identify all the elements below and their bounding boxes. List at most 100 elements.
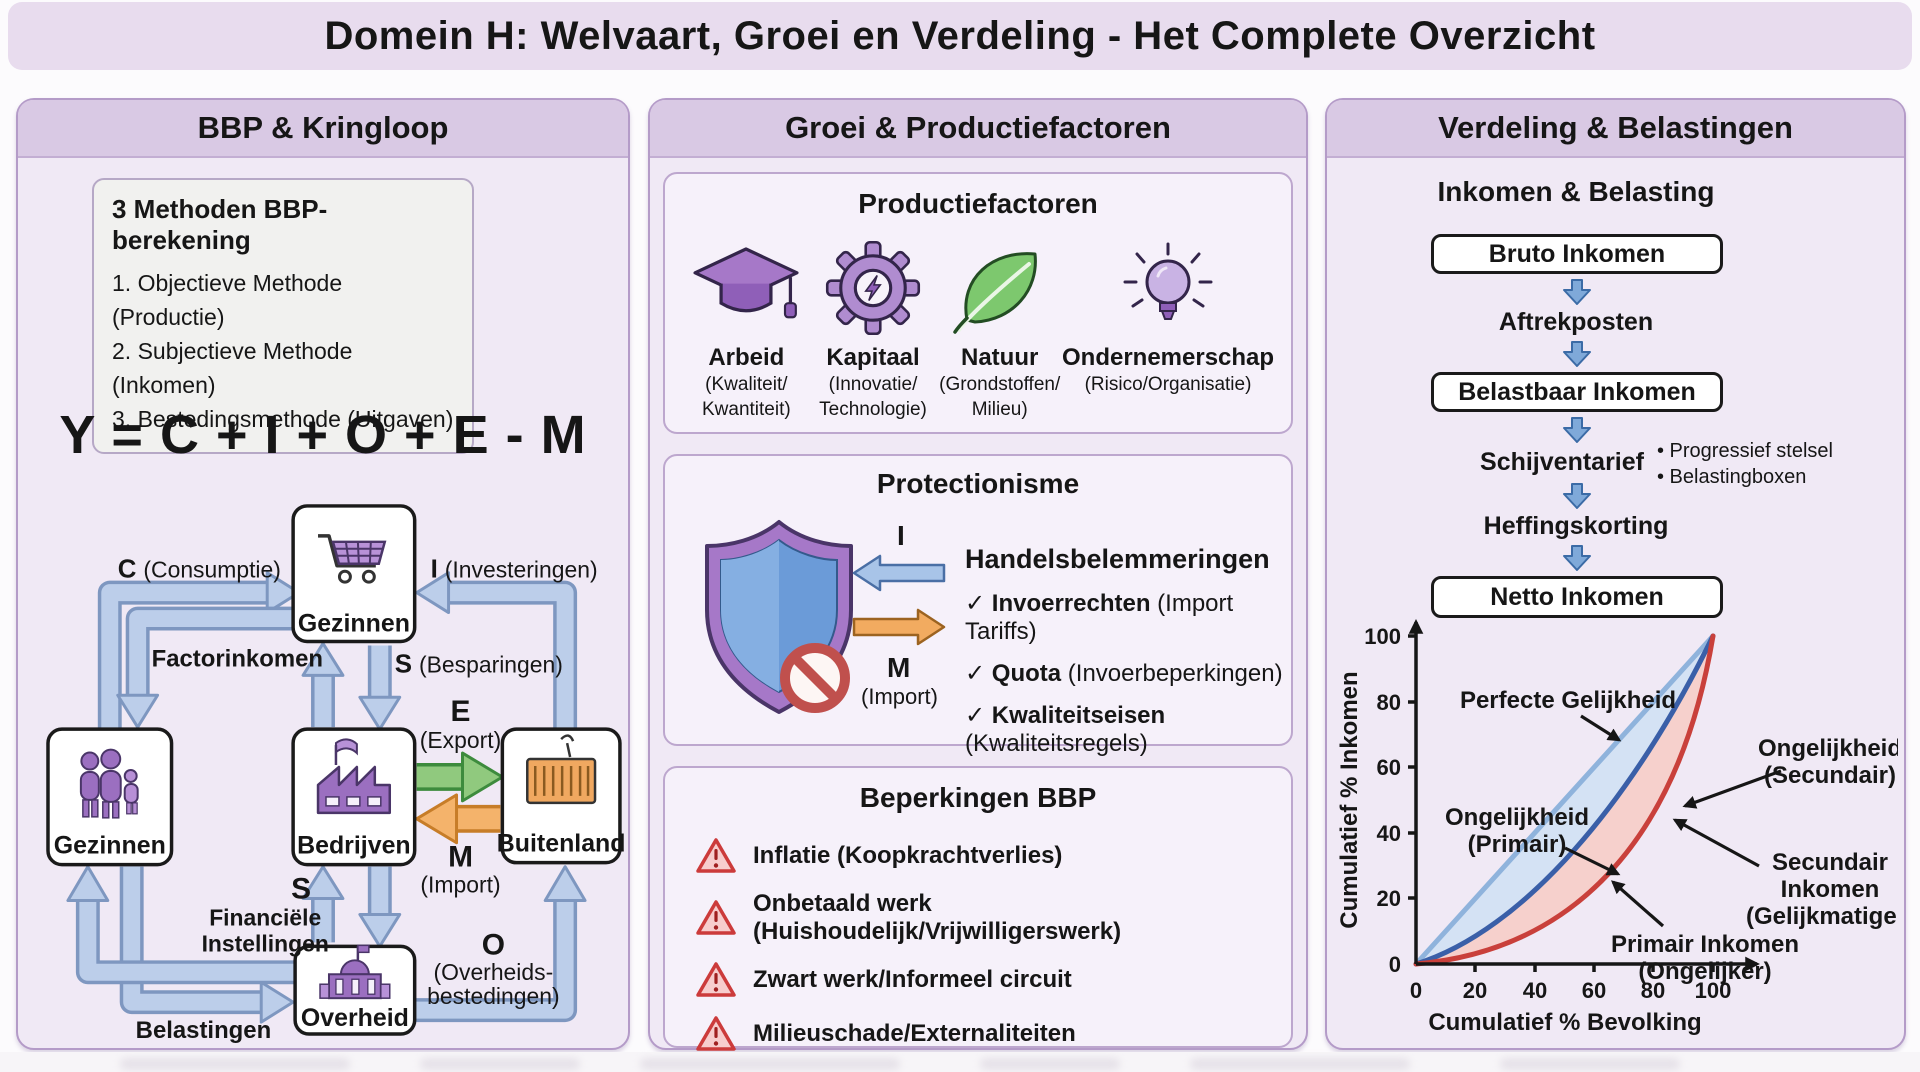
blocked-import-arrow-icon (852, 554, 946, 592)
annotation-secondary-income: Secundair Inkomen (Gelijkmatiger) (1746, 849, 1898, 930)
bullet-item: • Belastingboxen (1657, 466, 1807, 488)
circular-flow-diagram: Gezinnen Gezinnen Bedrijven Buitenland O… (46, 504, 626, 1044)
y-tick-labels: 0 20 40 60 80 100 (1364, 624, 1401, 977)
gross-income-box: Bruto Inkomen (1431, 234, 1723, 274)
svg-text:100: 100 (1364, 624, 1401, 649)
equality-line (1413, 633, 1716, 967)
warning-icon (696, 1016, 736, 1051)
limitation-item: Milieuschade/Externaliteiten (695, 1014, 1277, 1054)
import-label: (Import) (861, 684, 938, 709)
gdp-limitations-list: Inflatie (Koopkrachtverlies) Onbetaald w… (695, 836, 1277, 1068)
gdp-formula: Y = C + I + O + E - M (59, 405, 587, 465)
svg-text:80: 80 (1641, 978, 1665, 1003)
annotation-perfect-equality: Perfecte Gelijkheid (1460, 687, 1676, 714)
svg-text:60: 60 (1582, 978, 1606, 1003)
flow-label-financial-1: Financiële (209, 904, 321, 930)
lightbulb-icon (1123, 242, 1213, 320)
panel-bbp-title: BBP & Kringloop (197, 110, 449, 145)
tax-credit-label: Heffingskorting (1483, 512, 1669, 540)
production-factors-title: Productiefactoren (858, 188, 1098, 219)
x-tick-labels: 0 20 40 60 80 100 (1410, 978, 1731, 1003)
annotation-primary-income: Primair Inkomen (Ongelijker) (1611, 931, 1799, 985)
bbp-methods-title: 3 Methoden BBP-berekening (112, 194, 328, 255)
svg-text:Ongelijkheid: Ongelijkheid (1758, 735, 1898, 762)
down-arrow-icon (1563, 341, 1591, 367)
node-label-households-top: Gezinnen (298, 609, 410, 637)
check-icon: ✓ (965, 590, 986, 617)
flow-label-gov-spending-1: (Overheids- (434, 959, 554, 985)
factor-natuur: Natuur (Grondstoffen/ Milieu) (936, 236, 1063, 422)
limitation-item: Zwart werk/Informeel circuit (695, 960, 1277, 1000)
gdp-limitations-title: Beperkingen BBP (859, 782, 1097, 813)
family-icon (79, 748, 139, 819)
trade-barrier-item: ✓ Kwaliteitseisen (Kwaliteitsregels) (965, 702, 1166, 757)
import-symbol: M (887, 652, 911, 683)
bracket-rate-label: Schijventarief (1480, 448, 1644, 476)
svg-text:40: 40 (1377, 821, 1401, 846)
gdp-limitations-box: Beperkingen BBP Inflatie (Koopkrachtverl… (663, 766, 1293, 1051)
down-arrow-icon (1563, 483, 1591, 509)
node-label-foreign: Buitenland (497, 830, 626, 858)
factor-ondernemerschap: Ondernemerschap (Risico/Organisatie) (1061, 236, 1275, 422)
taxable-income-box: Belastbaar Inkomen (1431, 372, 1723, 412)
node-label-government: Overheid (301, 1004, 409, 1032)
flow-label-export-symbol: E (451, 695, 471, 728)
annotation-inequality-secondary: Ongelijkheid (Secundair) (1758, 735, 1898, 789)
primary-inequality-area (1416, 636, 1713, 964)
page-title-bar: Domein H: Welvaart, Groei en Verdeling -… (8, 2, 1912, 70)
warning-icon (696, 962, 736, 997)
svg-text:Inkomen: Inkomen (1781, 876, 1880, 903)
deductions-label: Aftrekposten (1498, 308, 1654, 336)
bbp-method-item: 2. Subjectieve Methode (Inkomen) (112, 338, 353, 398)
panel-groei-body: Productiefactoren Arbeid (Kwaliteit/ Kwa… (650, 160, 1306, 1051)
graduation-cap-icon (693, 247, 799, 319)
flow-label-gov-spending-2: bestedingen) (427, 983, 559, 1009)
svg-text:100: 100 (1695, 978, 1732, 1003)
flow-label-financial-2: Instellingen (202, 930, 329, 956)
bbp-method-item: 3. Bestedingsmethode (Uitgaven) (112, 406, 454, 432)
down-arrow-icon (1563, 417, 1591, 443)
factor-arbeid: Arbeid (Kwaliteit/ Kwantiteit) (683, 236, 810, 422)
flow-arrows (66, 571, 587, 1024)
factor-sub: (Grondstoffen/ Milieu) (939, 374, 1061, 420)
bracket-rate-bullets: • Progressief stelsel • Belastingboxen (1657, 438, 1867, 490)
trade-barriers-title: Handelsbelemmeringen (965, 544, 1270, 574)
flow-label-gov-spending-symbol: O (482, 928, 505, 961)
panel-bbp-body: 3 Methoden BBP-berekening 1. Objectieve … (18, 160, 628, 1048)
factor-sub: (Kwaliteit/ Kwantiteit) (701, 374, 791, 420)
import-out-arrow-icon (852, 608, 946, 646)
factor-name: Kapitaal (826, 344, 920, 371)
limitation-item: Onbetaald werk (Huishoudelijk/Vrijwillig… (695, 890, 1277, 946)
svg-text:(Ongelijker): (Ongelijker) (1638, 958, 1771, 985)
protectionism-box: Protectionisme I M (Import) Handel (663, 454, 1293, 757)
panel-verdeling-header: Verdeling & Belastingen (1327, 100, 1904, 158)
flow-label-consumption: C (Consumptie) (118, 556, 281, 584)
down-arrow-icon (1563, 279, 1591, 305)
panel-bbp-header: BBP & Kringloop (18, 100, 628, 158)
svg-text:Ongelijkheid: Ongelijkheid (1445, 804, 1589, 831)
flow-label-factor-income: Factorinkomen (152, 645, 323, 672)
flow-label-financial-symbol: S (291, 873, 311, 906)
svg-text:0: 0 (1410, 978, 1422, 1003)
factor-name: Ondernemerschap (1061, 344, 1275, 371)
bullet-item: • Progressief stelsel (1657, 440, 1833, 462)
limitation-item: Inflatie (Koopkrachtverlies) (695, 836, 1277, 876)
svg-text:20: 20 (1377, 886, 1401, 911)
flow-label-savings: S (Besparingen) (395, 650, 563, 678)
net-income-box: Netto Inkomen (1431, 576, 1723, 618)
svg-text:Secundair: Secundair (1772, 849, 1888, 876)
flow-label-import: (Import) (420, 872, 500, 898)
check-icon: ✓ (965, 660, 986, 687)
down-arrow-icon (1563, 545, 1591, 571)
bbp-methods-box: 3 Methoden BBP-berekening 1. Objectieve … (92, 178, 474, 454)
flow-label-investment: I (Investeringen) (431, 556, 598, 584)
flow-label-import-symbol: M (448, 841, 473, 874)
panel-bbp-kringloop: BBP & Kringloop 3 Methoden BBP-berekenin… (16, 98, 630, 1050)
svg-text:(Secundair): (Secundair) (1764, 762, 1896, 789)
y-axis-label: Cumulatief % Inkomen (1336, 671, 1363, 928)
bbp-method-item: 1. Objectieve Methode (Productie) (112, 270, 343, 330)
check-icon: ✓ (965, 702, 986, 729)
svg-text:0: 0 (1389, 952, 1401, 977)
leaf-icon (952, 252, 1037, 334)
factor-sub: (Innovatie/ Technologie) (819, 374, 927, 420)
